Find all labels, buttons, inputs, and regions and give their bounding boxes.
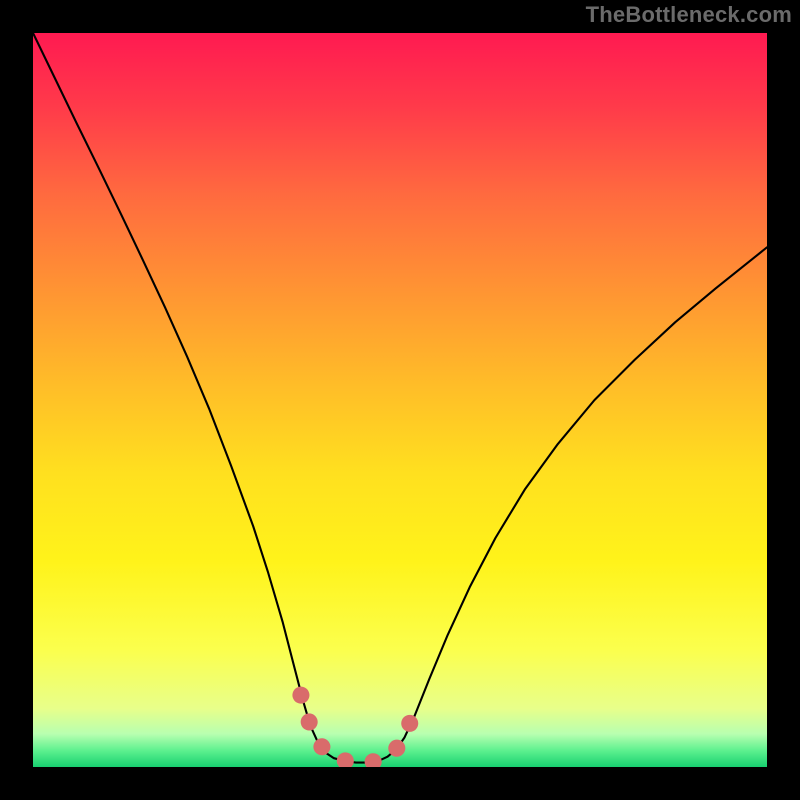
watermark-text: TheBottleneck.com <box>586 2 792 28</box>
plot-background <box>33 33 767 767</box>
bottleneck-chart <box>0 0 800 800</box>
chart-frame: TheBottleneck.com <box>0 0 800 800</box>
